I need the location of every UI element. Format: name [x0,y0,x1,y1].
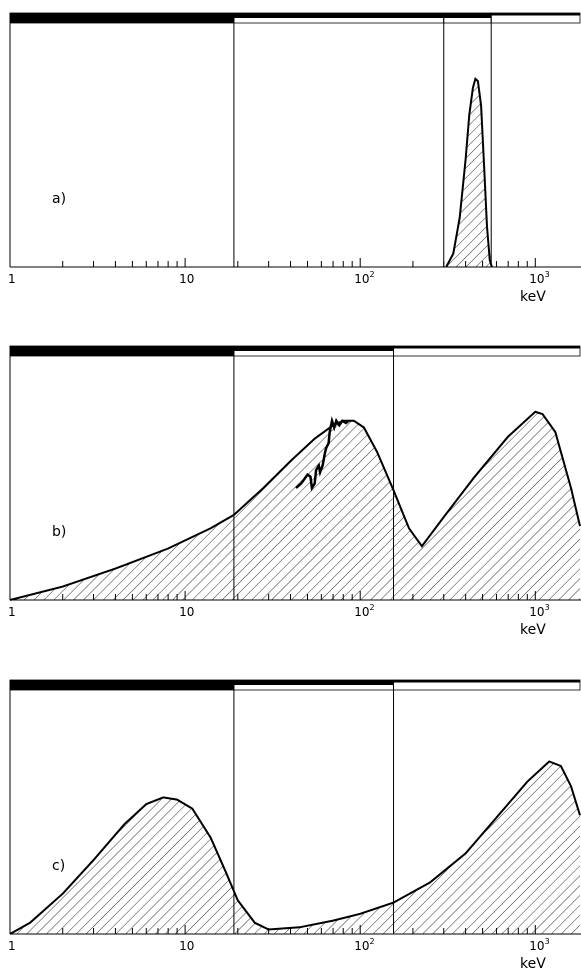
band-bar [233,680,394,685]
band-bar [10,346,234,356]
x-tick-label: 10 [179,939,194,953]
panel-label: b) [52,524,66,540]
x-tick-label: 10 [179,605,194,619]
band-bar [10,13,234,23]
spectrum-area [10,411,580,600]
band-bar [393,346,580,349]
band-bar [233,346,394,351]
panel-c: 1 10 102 103 keV c) [8,679,581,972]
panel-label: c) [52,858,65,874]
band-bar [10,680,234,690]
x-tick-label: 103 [529,937,549,953]
x-tick-label: 1 [8,272,16,286]
x-axis-unit-label: keV [520,622,546,638]
measured-spectrum [295,415,350,492]
x-tick-label: 103 [529,603,549,619]
spectrum-area [446,78,492,267]
x-tick-label: 102 [354,603,374,619]
spectrum-curve [445,76,493,268]
x-tick-label: 103 [529,270,549,286]
panel-a: 1 10 102 103 keV a) [8,12,581,305]
x-tick-label: 102 [354,937,374,953]
x-axis-unit-label: keV [520,956,546,972]
panel-b: 1 10 102 103 keV b) [8,345,581,638]
spectrum-curve [9,760,581,935]
x-tick-label: 1 [8,605,16,619]
x-tick-label: 10 [179,272,194,286]
panel-label: a) [52,191,66,207]
x-axis-unit-label: keV [520,289,546,305]
x-tick-label: 102 [354,270,374,286]
band-bar [393,680,580,683]
spectrum-curve [9,410,581,601]
band-bar [233,13,444,18]
spectrum-area [10,761,580,934]
band-bar [443,13,492,18]
x-tick-label: 1 [8,939,16,953]
band-bar [491,13,580,16]
